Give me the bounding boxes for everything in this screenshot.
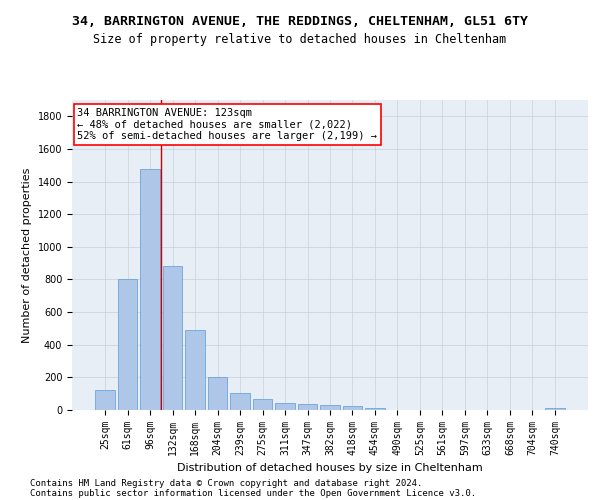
Bar	[545, 408, 565, 410]
Text: Size of property relative to detached houses in Cheltenham: Size of property relative to detached ho…	[94, 32, 506, 46]
Text: 34, BARRINGTON AVENUE, THE REDDINGS, CHELTENHAM, GL51 6TY: 34, BARRINGTON AVENUE, THE REDDINGS, CHE…	[72, 15, 528, 28]
Bar	[343, 406, 362, 410]
Bar	[320, 405, 340, 410]
Text: 34 BARRINGTON AVENUE: 123sqm
← 48% of detached houses are smaller (2,022)
52% of: 34 BARRINGTON AVENUE: 123sqm ← 48% of de…	[77, 108, 377, 141]
Bar	[298, 404, 317, 410]
Bar	[163, 266, 182, 410]
X-axis label: Distribution of detached houses by size in Cheltenham: Distribution of detached houses by size …	[177, 464, 483, 473]
Bar	[118, 280, 137, 410]
Bar	[140, 168, 160, 410]
Text: Contains HM Land Registry data © Crown copyright and database right 2024.: Contains HM Land Registry data © Crown c…	[30, 478, 422, 488]
Bar	[95, 390, 115, 410]
Bar	[230, 393, 250, 410]
Bar	[253, 400, 272, 410]
Bar	[185, 330, 205, 410]
Bar	[365, 408, 385, 410]
Text: Contains public sector information licensed under the Open Government Licence v3: Contains public sector information licen…	[30, 488, 476, 498]
Bar	[275, 404, 295, 410]
Bar	[208, 376, 227, 410]
Y-axis label: Number of detached properties: Number of detached properties	[22, 168, 32, 342]
